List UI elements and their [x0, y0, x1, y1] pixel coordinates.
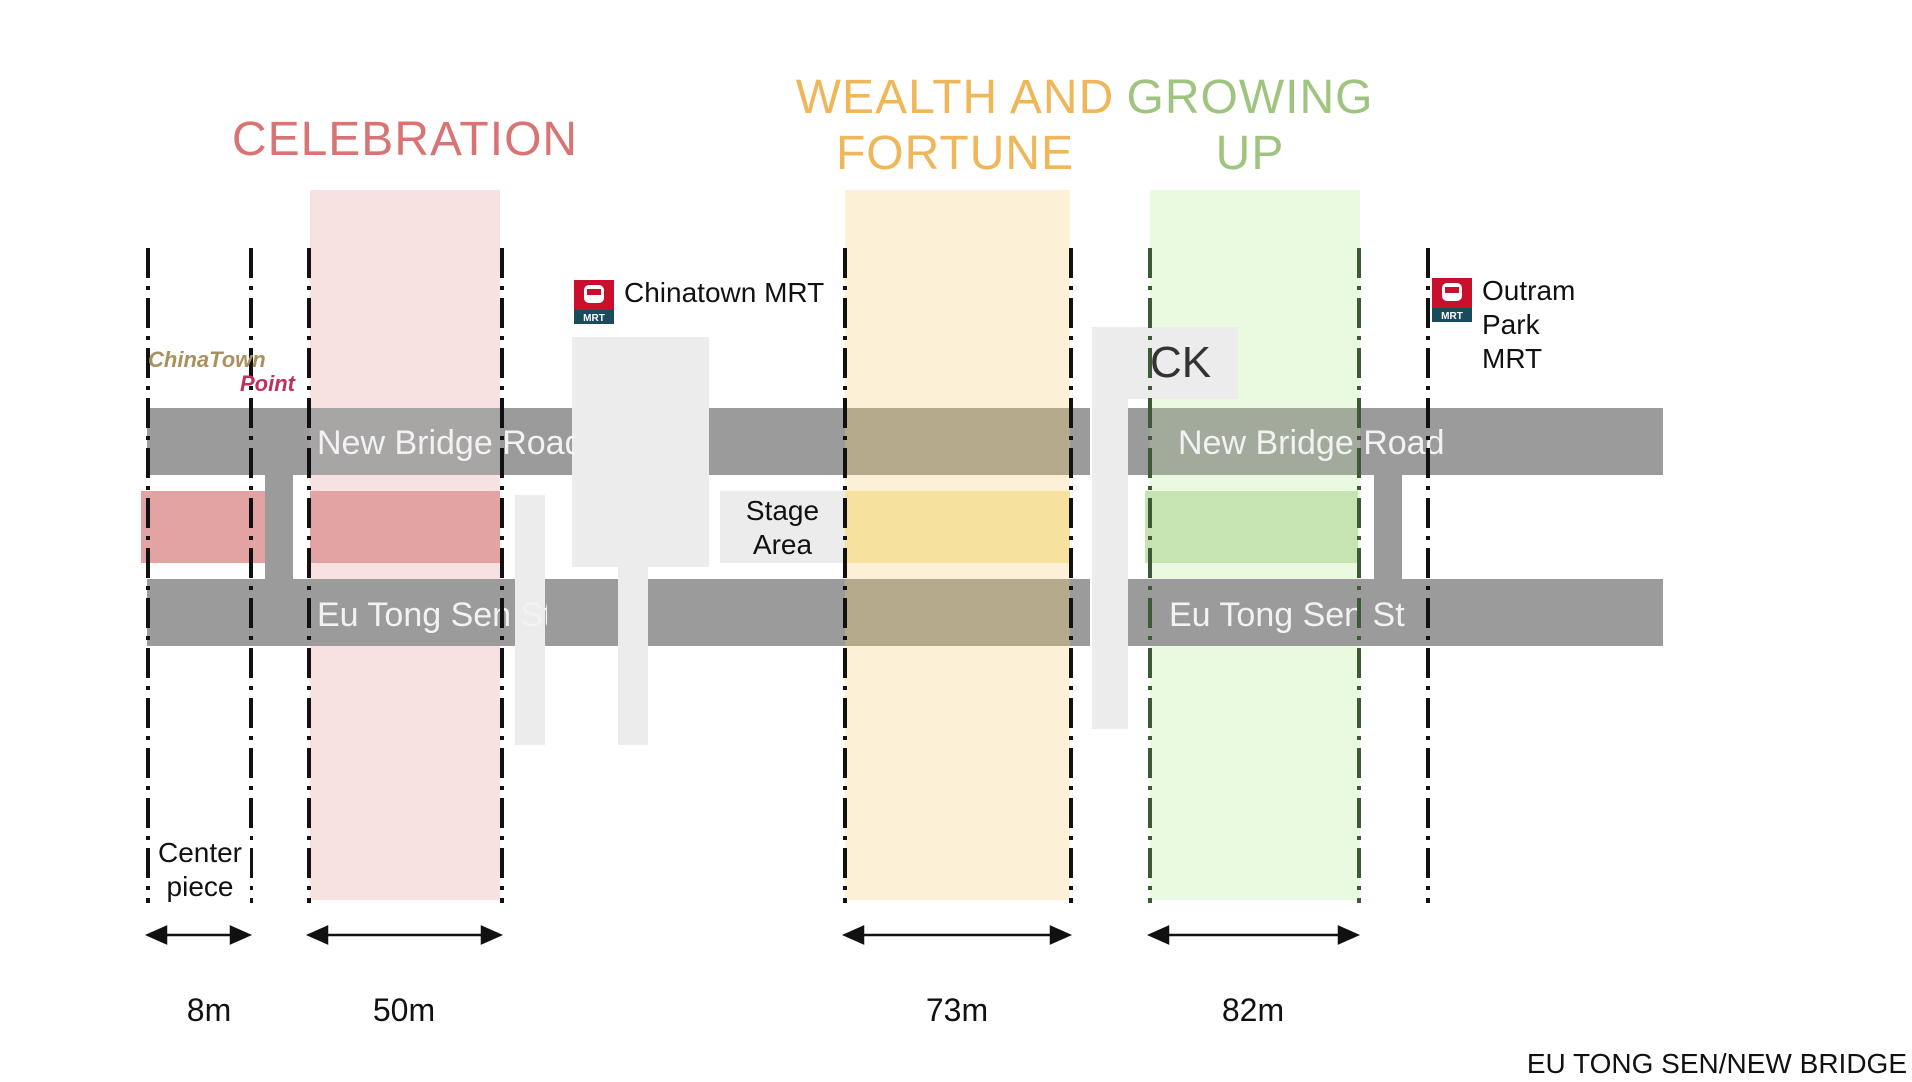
chinatown-point-logo: ChinaTown Point: [148, 348, 308, 398]
celebration-strip: [310, 491, 500, 563]
wealth-road-tint-2: [845, 579, 1070, 646]
wealth-road-tint-1: [845, 408, 1070, 475]
dim-label-73m: 73m: [925, 992, 989, 1028]
eu-tong-sen-st-east: [1126, 579, 1663, 646]
logo-line2: Point: [240, 371, 295, 396]
chinatown-mrt-label: Chinatown MRT: [624, 277, 825, 308]
outram-park-mrt-label: Outram Park MRT: [1482, 275, 1576, 374]
dimension-arrows: [144, 925, 1361, 945]
new-bridge-road-east: [1126, 408, 1663, 475]
dim-line: [843, 248, 847, 903]
dim-label-8m: 8m: [186, 992, 232, 1028]
stage-area-block: [720, 491, 845, 563]
ck-label: CK: [1150, 338, 1212, 387]
new-bridge-road-label-east: New Bridge Road: [1178, 424, 1445, 462]
station-block: [572, 337, 709, 567]
dim-line: [1069, 248, 1073, 903]
dim-label-50m: 50m: [372, 992, 436, 1028]
dim-line: [1148, 248, 1152, 903]
growing-title: GROWING UP: [1126, 71, 1374, 180]
dim-line: [1357, 248, 1361, 903]
stage-area-label: Stage Area: [745, 495, 820, 560]
center-piece-label: Center piece: [150, 836, 250, 904]
dim-line: [307, 248, 311, 903]
dim-line: [146, 248, 150, 903]
mrt-icon: MRT: [574, 280, 614, 324]
dim-line: [500, 248, 504, 903]
celebration-title: CELEBRATION: [231, 113, 579, 166]
dim-label-82m: 82m: [1221, 992, 1285, 1028]
growing-road-tint-1: [1150, 408, 1360, 475]
walkway-b: [618, 565, 648, 745]
celebration-strip-left: [141, 491, 265, 563]
svg-text:MRT: MRT: [583, 313, 605, 324]
svg-text:MRT: MRT: [1441, 311, 1463, 322]
mrt-icon: MRT: [1432, 278, 1472, 322]
dim-line: [1426, 248, 1430, 903]
road-connector-east: [1374, 470, 1402, 585]
dim-line: [249, 248, 253, 903]
growing-strip: [1145, 491, 1358, 563]
wealth-strip: [838, 491, 1070, 563]
ck-walkway: [1092, 327, 1128, 729]
footer-caption: EU TONG SEN/NEW BRIDGE: [1526, 1048, 1907, 1079]
walkway-a: [515, 495, 545, 745]
road-connector-west: [265, 470, 293, 585]
new-bridge-road-label: New Bridge Road: [317, 424, 575, 462]
eu-tong-sen-label-east: Eu Tong Sen St: [1169, 596, 1405, 634]
celebration-road-tint-1: [310, 408, 500, 475]
logo-line1: ChinaTown: [148, 347, 266, 372]
eu-tong-sen-label: Eu Tong Sen St: [317, 596, 547, 634]
wealth-title: WEALTH AND FORTUNE: [795, 71, 1115, 180]
